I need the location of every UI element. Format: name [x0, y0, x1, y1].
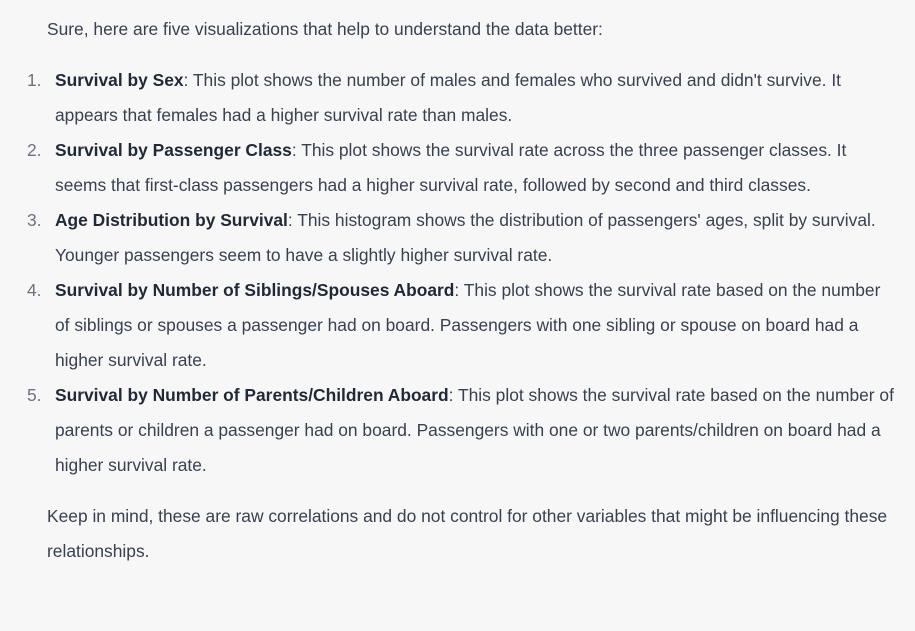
closing-text: Keep in mind, these are raw correlations…	[47, 506, 888, 561]
list-number: 3.	[27, 210, 42, 230]
list-item: 1. Survival by Sex: This plot shows the …	[27, 63, 895, 133]
list-item: 2. Survival by Passenger Class: This plo…	[27, 133, 895, 203]
visualization-list: 1. Survival by Sex: This plot shows the …	[27, 63, 895, 483]
list-item: 5. Survival by Number of Parents/Childre…	[27, 378, 895, 483]
item-title: Age Distribution by Survival	[55, 210, 288, 230]
list-number: 5.	[27, 385, 42, 405]
intro-text: Sure, here are five visualizations that …	[47, 19, 603, 39]
item-description: : This plot shows the survival rate base…	[55, 280, 881, 370]
list-item: 4. Survival by Number of Siblings/Spouse…	[27, 273, 895, 378]
item-title: Survival by Number of Siblings/Spouses A…	[55, 280, 455, 300]
list-number: 4.	[27, 280, 42, 300]
item-description: : This plot shows the number of males an…	[55, 70, 841, 125]
item-description: : This plot shows the survival rate acro…	[55, 140, 847, 195]
list-item: 3. Age Distribution by Survival: This hi…	[27, 203, 895, 273]
item-description: : This plot shows the survival rate base…	[55, 385, 894, 475]
item-description: : This histogram shows the distribution …	[55, 210, 876, 265]
list-number: 1.	[27, 70, 42, 90]
list-number: 2.	[27, 140, 42, 160]
item-title: Survival by Passenger Class	[55, 140, 292, 160]
item-title: Survival by Sex	[55, 70, 184, 90]
item-title: Survival by Number of Parents/Children A…	[55, 385, 449, 405]
